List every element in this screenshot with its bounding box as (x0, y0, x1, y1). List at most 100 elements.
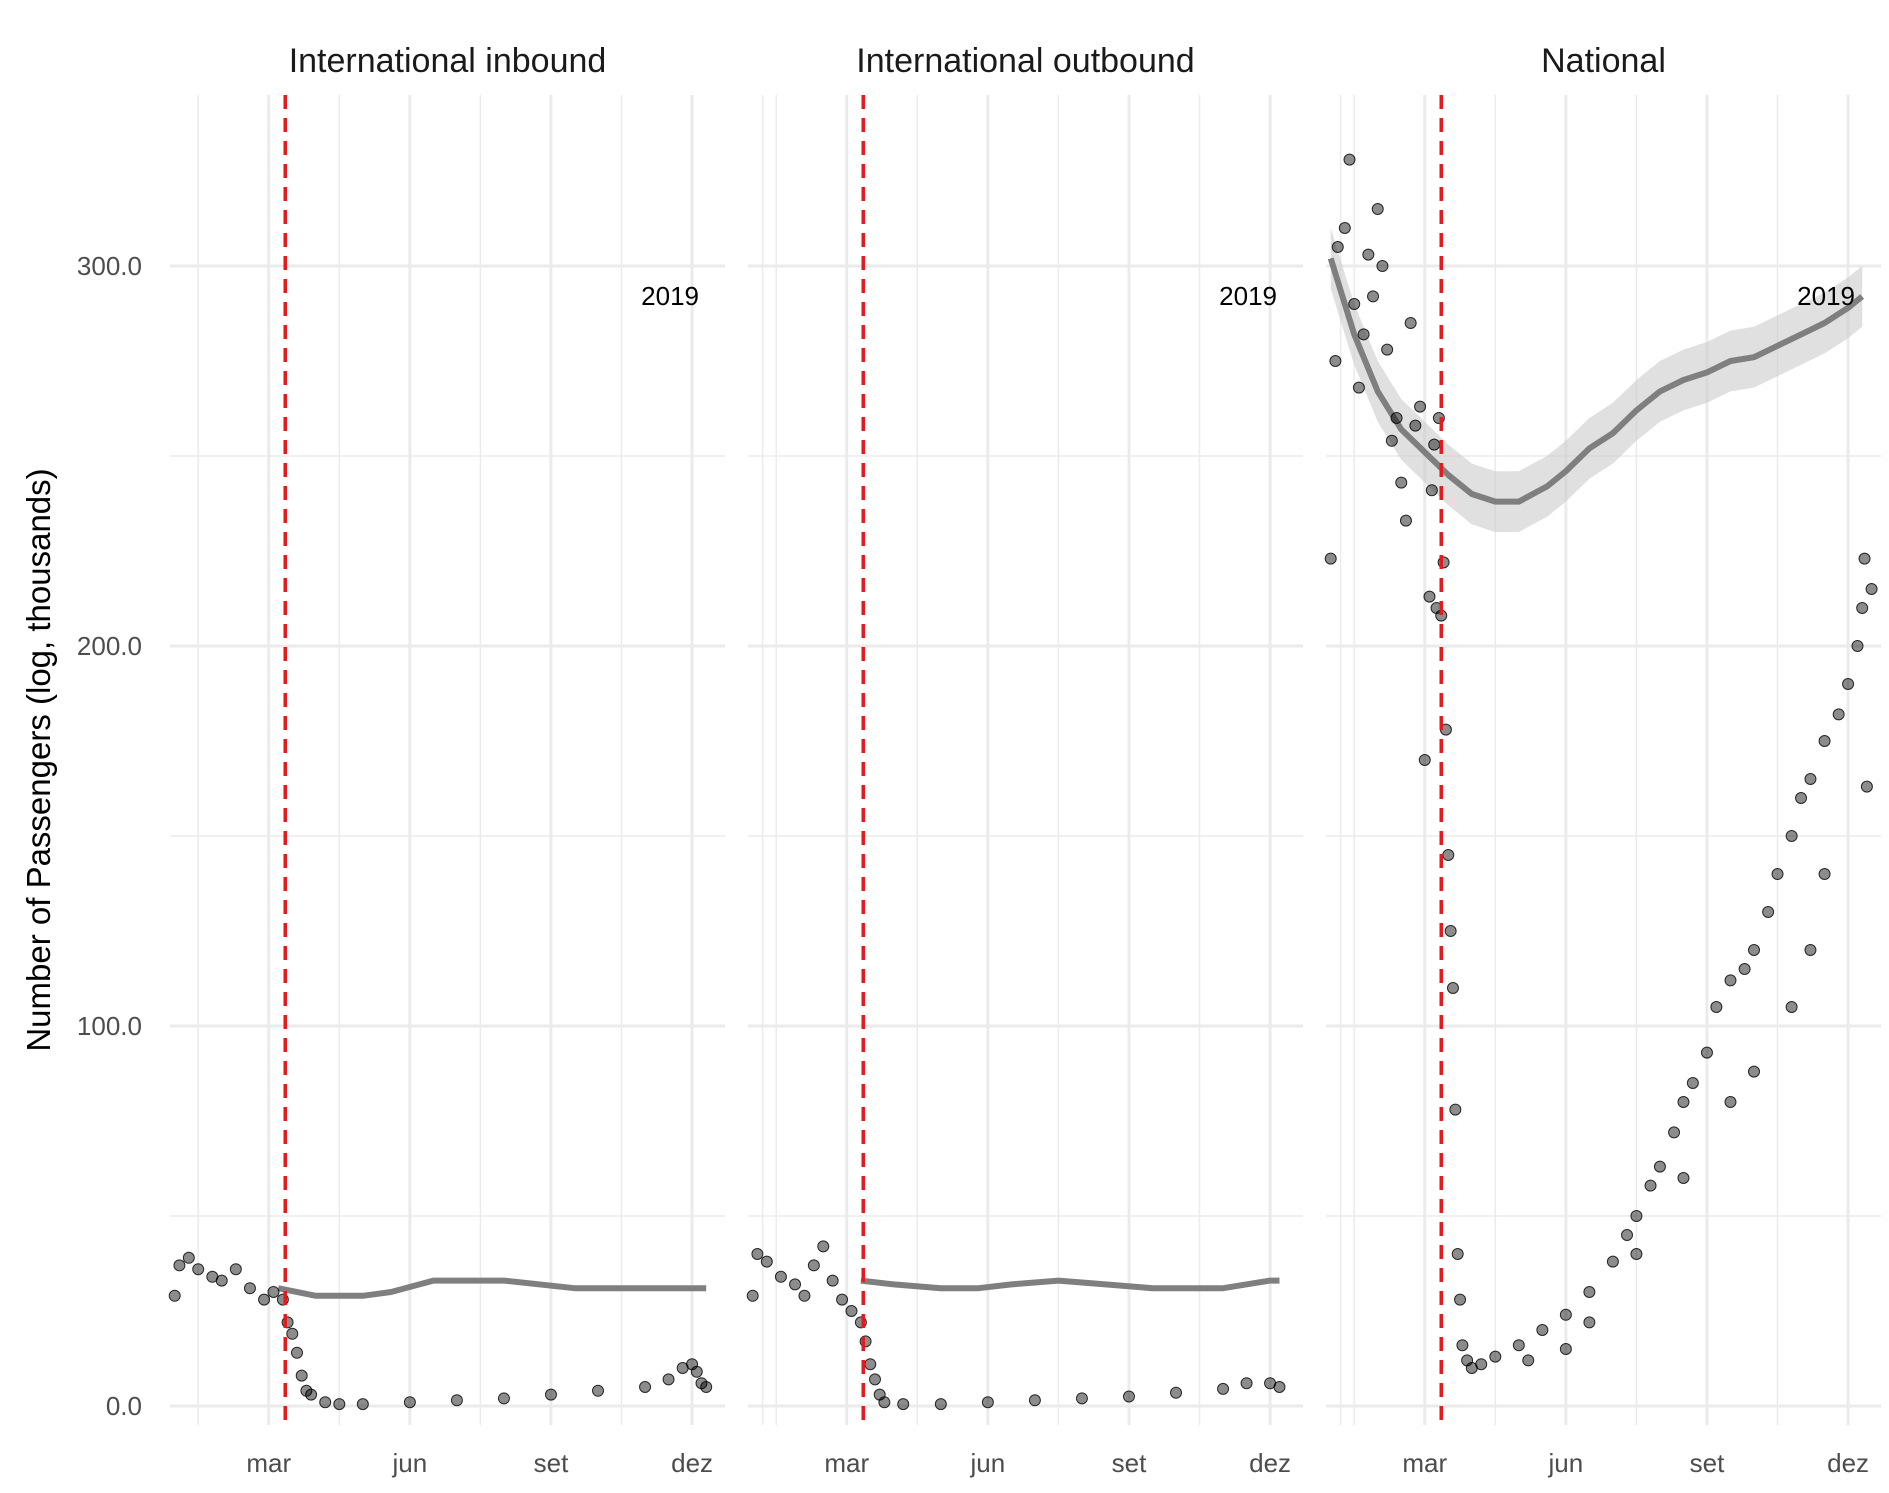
data-point (1621, 1229, 1634, 1241)
data-point (1425, 484, 1438, 497)
data-point (836, 1293, 849, 1306)
data-point (1170, 1386, 1183, 1399)
data-point (300, 1384, 313, 1397)
data-point (807, 1259, 820, 1272)
data-point (690, 1365, 703, 1378)
data-point (981, 1396, 994, 1409)
data-point (229, 1263, 242, 1276)
data-point (1352, 381, 1365, 394)
data-point (1536, 1324, 1549, 1336)
data-point (290, 1346, 303, 1359)
y-tick-label: 0.0 (106, 1391, 142, 1421)
data-point (1409, 419, 1422, 432)
data-point (333, 1398, 346, 1411)
x-tick-label: set (534, 1448, 569, 1478)
data-point (760, 1255, 773, 1268)
data-point (1865, 583, 1878, 595)
x-tick-label: mar (1402, 1448, 1447, 1478)
data-point (1785, 830, 1798, 842)
panel-title: International outbound (856, 42, 1194, 80)
confidence-band (1330, 228, 1863, 532)
data-point (1818, 868, 1831, 880)
data-point (798, 1289, 811, 1302)
data-point (1856, 602, 1869, 614)
data-point (1724, 1096, 1737, 1108)
data-point (305, 1388, 318, 1401)
data-point (215, 1274, 228, 1287)
data-point (774, 1270, 787, 1283)
x-tick-label: dez (1249, 1448, 1291, 1478)
data-point (1428, 438, 1441, 451)
data-point (1785, 1001, 1798, 1013)
data-point (1748, 1065, 1761, 1078)
data-point (1418, 754, 1431, 766)
data-point (1858, 552, 1871, 565)
panel-title: National (1541, 42, 1666, 80)
panel-3: National mar jun set dez 2019 (1324, 42, 1881, 1478)
data-point (319, 1396, 332, 1409)
data-point (1686, 1077, 1699, 1089)
data-point (1442, 849, 1455, 861)
data-point (1583, 1316, 1596, 1329)
x-tick-label: jun (970, 1448, 1006, 1478)
data-point (544, 1388, 557, 1401)
annotation-label: 2019 (1219, 281, 1277, 311)
data-point (639, 1381, 652, 1393)
data-point (1606, 1255, 1619, 1268)
data-point (1771, 868, 1784, 880)
x-tick-label: jun (1548, 1448, 1584, 1478)
data-point (1329, 355, 1342, 367)
data-point (1559, 1308, 1572, 1321)
data-point (1804, 944, 1817, 956)
data-point (267, 1286, 280, 1298)
data-point (1451, 1248, 1464, 1260)
data-point (1362, 248, 1375, 261)
x-tick-label: dez (671, 1448, 713, 1478)
data-point (1122, 1390, 1135, 1403)
data-point (789, 1278, 802, 1291)
x-tick-label: set (1112, 1448, 1147, 1478)
x-tick-label: dez (1827, 1448, 1869, 1478)
data-point (1677, 1096, 1690, 1108)
smooth-line-2019 (1327, 257, 1865, 505)
data-point (1414, 400, 1427, 413)
data-point (878, 1396, 891, 1409)
data-point (1522, 1354, 1535, 1367)
data-point (356, 1398, 369, 1411)
data-point (1668, 1126, 1681, 1139)
data-point (1240, 1377, 1253, 1390)
data-point (1583, 1286, 1596, 1298)
data-point (403, 1396, 416, 1409)
data-point (592, 1384, 605, 1397)
data-point (845, 1305, 858, 1317)
y-axis-label: Number of Passengers (log, thousands) (20, 468, 57, 1051)
data-point (695, 1377, 708, 1390)
y-tick-label: 200.0 (77, 631, 142, 661)
data-point (1456, 1339, 1469, 1352)
y-axis: 0.0 100.0 200.0 300.0 (77, 251, 142, 1421)
x-tick-label: mar (246, 1448, 291, 1478)
data-point (1724, 974, 1737, 987)
data-point (1630, 1210, 1643, 1222)
data-point (450, 1394, 463, 1407)
data-point (1273, 1381, 1286, 1393)
data-point (1357, 328, 1370, 341)
data-point (497, 1392, 510, 1405)
data-point (1748, 944, 1761, 956)
panel-1: International inbound mar jun set dez 2019 (168, 42, 764, 1478)
data-point (826, 1274, 839, 1287)
data-point (1404, 317, 1417, 329)
data-point (1399, 514, 1412, 527)
data-point (1446, 982, 1459, 994)
data-point (1338, 222, 1351, 234)
data-point (1795, 792, 1808, 804)
data-point (1644, 1179, 1657, 1192)
y-tick-label: 100.0 (77, 1011, 142, 1041)
data-point (1343, 153, 1356, 166)
data-point (934, 1398, 947, 1411)
y-tick-label: 300.0 (77, 251, 142, 281)
data-point (1842, 678, 1855, 690)
data-point (1512, 1339, 1525, 1352)
data-point (1700, 1046, 1713, 1059)
